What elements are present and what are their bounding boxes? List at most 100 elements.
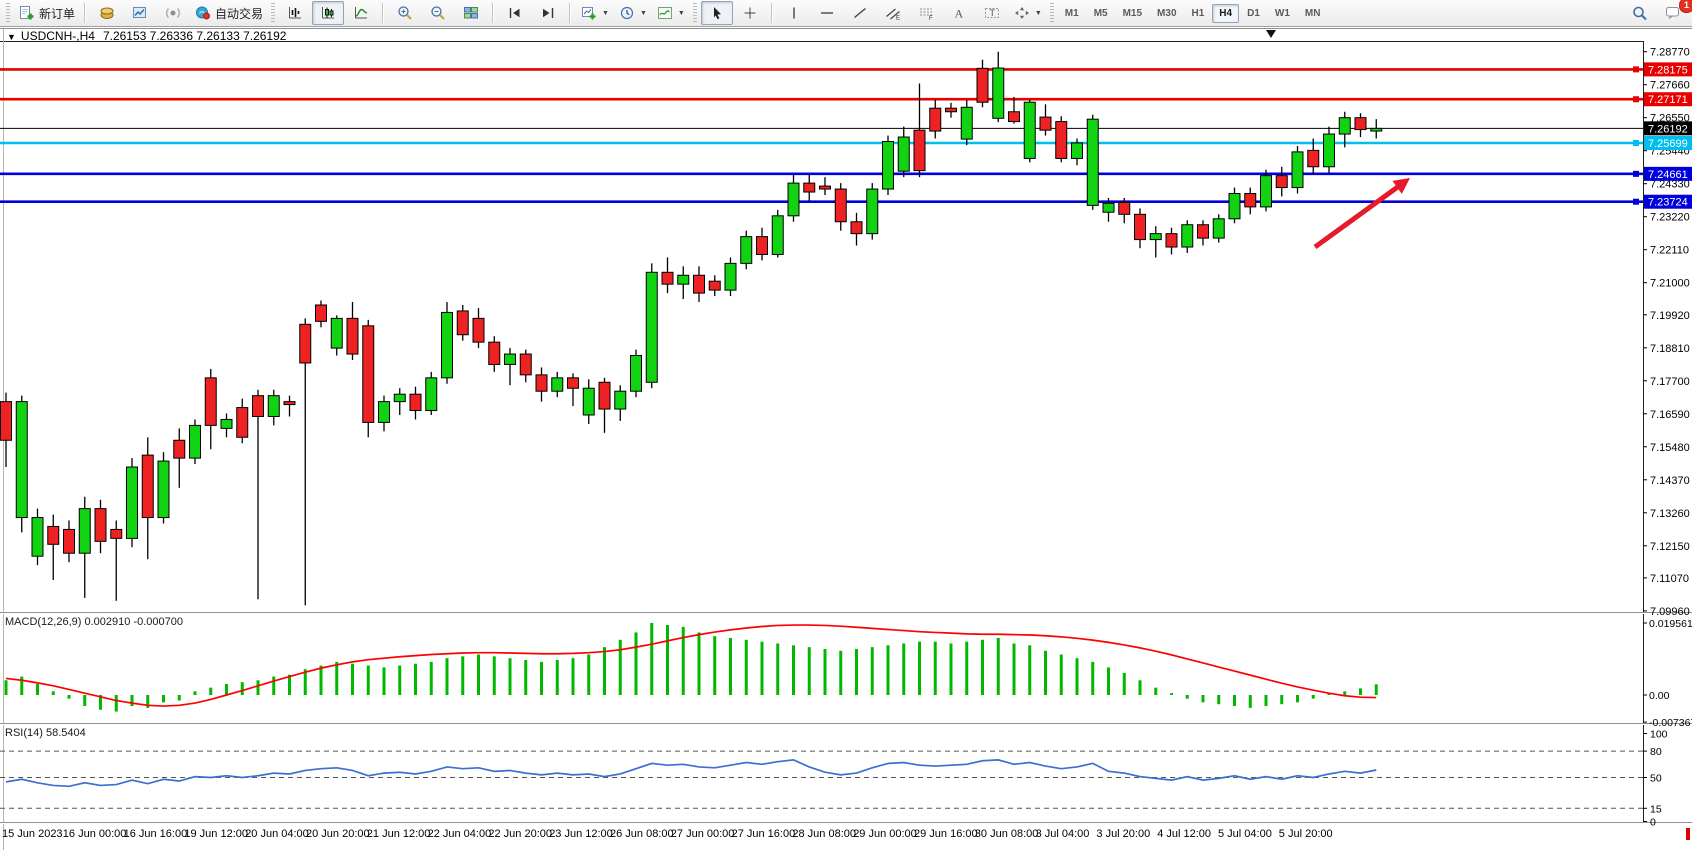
notifications-button[interactable]: 1: [1657, 0, 1692, 25]
chart-shift-marker[interactable]: [1266, 30, 1276, 38]
price-axis[interactable]: 7.287707.276607.265507.254407.243307.232…: [1643, 47, 1692, 618]
auto-trading-button[interactable]: 自动交易: [190, 1, 267, 25]
svg-text:7.12150: 7.12150: [1650, 541, 1690, 553]
new-order-button[interactable]: 新订单: [14, 1, 79, 25]
svg-text:7.24330: 7.24330: [1650, 179, 1690, 191]
indicator-window-button[interactable]: [499, 1, 531, 25]
svg-text:30 Jun 08:00: 30 Jun 08:00: [975, 828, 1039, 840]
svg-text:7.14370: 7.14370: [1650, 475, 1690, 487]
timeframe-button-h4[interactable]: H4: [1212, 3, 1240, 23]
dropdown-arrow-icon: ▼: [639, 9, 647, 17]
zoom-in-button[interactable]: [389, 1, 421, 25]
dropdown-arrow-icon: ▼: [677, 9, 685, 17]
line-chart-button[interactable]: [345, 1, 377, 25]
cursor-button[interactable]: [700, 1, 733, 25]
timeframe-button-m1[interactable]: M1: [1064, 7, 1079, 19]
crosshair-button[interactable]: [734, 1, 766, 25]
price-level-lines[interactable]: [0, 66, 1643, 205]
svg-text:7.28175: 7.28175: [1648, 64, 1688, 76]
new-chart-button[interactable]: ▼: [576, 1, 613, 25]
svg-text:7.18810: 7.18810: [1650, 343, 1690, 355]
scroll-end-marker: [1686, 828, 1690, 840]
svg-text:7.23220: 7.23220: [1650, 212, 1690, 224]
tile-windows-button[interactable]: [455, 1, 487, 25]
rsi-line: [5, 759, 1377, 788]
text-button[interactable]: A: [943, 1, 975, 25]
line-chart-icon: [355, 7, 368, 19]
svg-text:5 Jul 04:00: 5 Jul 04:00: [1218, 828, 1272, 840]
toolbar-grip: [271, 3, 276, 23]
svg-text:16 Jun 00:00: 16 Jun 00:00: [63, 828, 127, 840]
svg-text:22 Jun 20:00: 22 Jun 20:00: [488, 828, 552, 840]
svg-text:28 Jun 08:00: 28 Jun 08:00: [792, 828, 856, 840]
dropdown-arrow-icon: ▼: [602, 9, 609, 17]
crosshair-icon: [744, 7, 756, 19]
timeframe-button-m15[interactable]: M15: [1122, 7, 1143, 19]
timeframe-button-w1[interactable]: W1: [1274, 7, 1290, 19]
svg-text:0.019561: 0.019561: [1649, 618, 1692, 630]
search-button[interactable]: [1624, 1, 1656, 25]
chart-shift-button[interactable]: [532, 1, 564, 25]
zoom-in-icon: [398, 6, 412, 20]
svg-text:E: E: [896, 16, 900, 22]
toolbar-grip: [692, 3, 697, 23]
svg-text:7.11070: 7.11070: [1650, 573, 1689, 585]
svg-text:7.19920: 7.19920: [1650, 310, 1690, 322]
toolbar-separator: [770, 3, 773, 23]
svg-text:80: 80: [1650, 746, 1662, 758]
candlestick-chart-button[interactable]: [312, 1, 345, 25]
text-label-icon: T: [984, 8, 999, 18]
timeframe-button-d1[interactable]: D1: [1247, 7, 1260, 19]
period-menu-button[interactable]: ▼: [614, 1, 651, 25]
horizontal-line-button[interactable]: [811, 1, 843, 25]
rsi-name: RSI(14): [5, 727, 43, 739]
candle-chart-icon: [322, 7, 335, 19]
bar-chart-button[interactable]: [279, 1, 311, 25]
fibonacci-button[interactable]: F: [910, 1, 942, 25]
trendline-button[interactable]: [844, 1, 876, 25]
svg-text:50: 50: [1650, 773, 1662, 785]
svg-text:7.16590: 7.16590: [1650, 409, 1690, 421]
vertical-line-icon: [793, 7, 795, 19]
macd-signal-line: [5, 624, 1377, 707]
broadcast-button[interactable]: [157, 1, 189, 25]
rsi-indicator-label: RSI(14) 58.5404: [5, 727, 86, 739]
text-label-button[interactable]: T: [976, 1, 1008, 25]
timeframe-button-h1[interactable]: H1: [1191, 7, 1205, 19]
arrows-tool-button[interactable]: ▼: [1009, 1, 1046, 25]
chart-title: ▼ USDCNH-,H4 7.26153 7.26336 7.26133 7.261…: [7, 29, 286, 43]
rsi-pane: 100 80 50 15 0: [0, 729, 1668, 829]
text-icon: A: [954, 7, 963, 21]
notification-badge: 1: [1679, 0, 1692, 13]
templates-button[interactable]: ▼: [652, 1, 689, 25]
svg-text:16 Jun 16:00: 16 Jun 16:00: [124, 828, 188, 840]
svg-text:-0.007367: -0.007367: [1649, 717, 1692, 729]
svg-text:T: T: [989, 8, 995, 18]
timeframe-button-m5[interactable]: M5: [1093, 7, 1108, 19]
equidistant-channel-button[interactable]: E: [877, 1, 909, 25]
svg-text:15: 15: [1650, 803, 1662, 815]
svg-text:A: A: [954, 7, 963, 21]
vertical-line-button[interactable]: [778, 1, 810, 25]
svg-text:7.22110: 7.22110: [1650, 245, 1689, 257]
search-icon: [1633, 6, 1647, 21]
cursor-icon: [713, 7, 721, 20]
zoom-out-button[interactable]: [422, 1, 454, 25]
svg-text:100: 100: [1650, 729, 1668, 741]
svg-text:23 Jun 12:00: 23 Jun 12:00: [549, 828, 613, 840]
profiles-button[interactable]: [91, 1, 123, 25]
tile-windows-icon: [464, 7, 479, 19]
trend-arrow-annotation[interactable]: [1313, 178, 1410, 250]
timeframe-button-m30[interactable]: M30: [1157, 7, 1177, 19]
horizontal-line-icon: [820, 12, 833, 14]
symbol-dropdown-icon[interactable]: ▼: [7, 32, 16, 42]
symbol-period-label: USDCNH-,H4: [20, 29, 95, 43]
market-watch-button[interactable]: [124, 1, 156, 25]
current-price-tag: [1644, 121, 1692, 136]
timeframe-button-mn[interactable]: MN: [1304, 7, 1321, 19]
arrows-icon: [1014, 7, 1029, 19]
svg-text:20 Jun 20:00: 20 Jun 20:00: [306, 828, 370, 840]
svg-text:7.24661: 7.24661: [1648, 169, 1688, 181]
